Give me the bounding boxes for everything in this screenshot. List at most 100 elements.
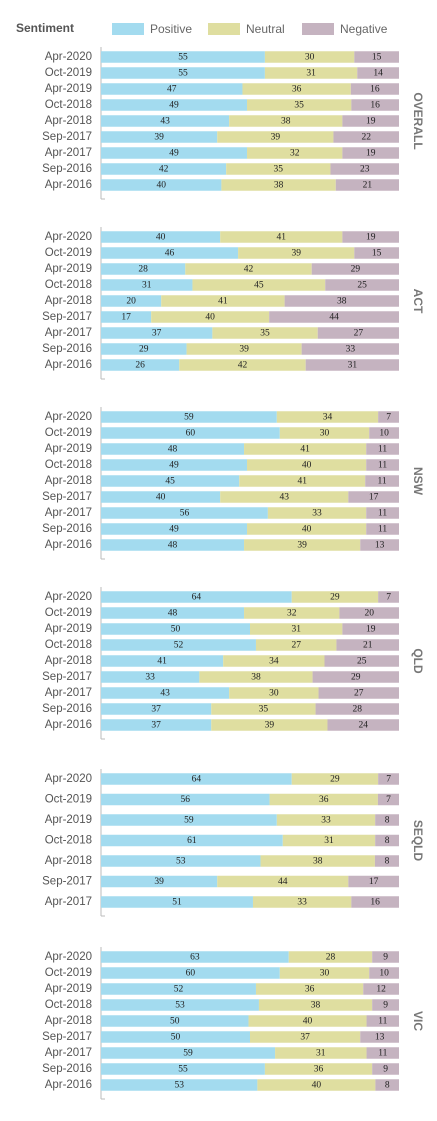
data-label: 33 <box>297 898 307 908</box>
bar-segment <box>333 131 399 143</box>
data-label: 23 <box>360 165 370 175</box>
data-label: 45 <box>254 281 264 291</box>
data-label: 50 <box>171 625 181 635</box>
bar-segment <box>101 131 218 143</box>
data-label: 21 <box>363 181 373 191</box>
data-label: 40 <box>156 233 166 243</box>
bar-segment <box>217 875 349 888</box>
data-label: 42 <box>244 265 254 275</box>
bar-segment <box>101 719 212 731</box>
data-label: 34 <box>269 657 279 667</box>
data-label: 59 <box>184 816 194 826</box>
data-label: 40 <box>205 313 215 323</box>
bar-segment <box>324 655 399 667</box>
y-tick-label: Sep-2017 <box>42 311 92 323</box>
bar-segment <box>354 247 399 259</box>
data-label: 10 <box>379 969 389 979</box>
data-label: 40 <box>312 1081 322 1091</box>
bar-segment <box>348 875 399 888</box>
data-label: 33 <box>346 345 356 355</box>
data-label: 53 <box>175 1001 185 1011</box>
data-label: 43 <box>160 117 170 127</box>
data-label: 8 <box>385 836 390 846</box>
data-label: 24 <box>358 721 368 731</box>
data-label: 46 <box>165 249 175 259</box>
bar-segment <box>101 443 245 455</box>
bar-segment <box>279 427 370 439</box>
data-label: 35 <box>294 101 304 111</box>
y-tick-label: Sep-2016 <box>42 703 92 715</box>
bar-segment <box>250 1031 361 1043</box>
data-label: 51 <box>172 898 182 908</box>
data-label: 17 <box>121 313 131 323</box>
bar-segment <box>101 1063 265 1075</box>
data-label: 56 <box>181 795 191 805</box>
data-label: 7 <box>386 413 391 423</box>
data-label: 39 <box>239 345 249 355</box>
bar-segment <box>269 793 378 806</box>
y-tick-label: Oct-2019 <box>45 427 92 439</box>
bar-segment <box>327 719 399 731</box>
data-label: 50 <box>171 1033 181 1043</box>
data-label: 8 <box>385 816 390 826</box>
bar-segment <box>220 491 349 503</box>
data-label: 44 <box>329 313 339 323</box>
y-tick-label: Oct-2018 <box>45 639 92 651</box>
bar-segment <box>317 327 399 339</box>
bar-segment <box>220 231 343 243</box>
bar-segment <box>378 591 399 603</box>
data-label: 52 <box>174 985 184 995</box>
data-label: 12 <box>376 985 386 995</box>
y-tick-label: Apr-2017 <box>45 147 92 159</box>
data-label: 16 <box>370 898 380 908</box>
data-label: 17 <box>369 493 379 503</box>
data-label: 7 <box>386 775 391 785</box>
bar-segment <box>360 1031 399 1043</box>
y-tick-label: Oct-2018 <box>45 99 92 111</box>
data-label: 33 <box>321 816 331 826</box>
data-label: 39 <box>297 541 307 551</box>
y-tick-label: Apr-2019 <box>45 983 92 995</box>
y-tick-label: Apr-2020 <box>45 591 92 603</box>
bar-segment <box>101 814 277 826</box>
bar-segment <box>101 793 270 806</box>
y-tick-label: Oct-2018 <box>45 279 92 291</box>
y-tick-label: Sep-2016 <box>42 163 92 175</box>
y-tick-label: Oct-2019 <box>45 967 92 979</box>
bar-segment <box>101 247 239 259</box>
data-label: 55 <box>178 53 188 63</box>
data-label: 29 <box>139 345 149 355</box>
data-label: 40 <box>302 525 312 535</box>
y-tick-label: Oct-2019 <box>45 607 92 619</box>
y-tick-label: Apr-2016 <box>45 539 92 551</box>
bar-segment <box>339 607 399 619</box>
bar-segment <box>101 951 289 963</box>
data-label: 29 <box>351 673 361 683</box>
y-tick-label: Apr-2017 <box>45 1047 92 1059</box>
y-tick-label: Apr-2016 <box>45 359 92 371</box>
data-label: 19 <box>366 117 376 127</box>
bar-segment <box>257 1079 376 1091</box>
data-label: 28 <box>138 265 148 275</box>
bar-segment <box>244 539 361 551</box>
y-tick-label: Apr-2020 <box>45 951 92 963</box>
bar-segment <box>101 1047 276 1059</box>
data-label: 53 <box>176 857 186 867</box>
data-label: 36 <box>305 985 315 995</box>
data-label: 14 <box>373 69 383 79</box>
bar-segment <box>372 1063 399 1075</box>
bar-segment <box>291 591 379 603</box>
data-label: 49 <box>169 525 179 535</box>
data-label: 27 <box>354 689 364 699</box>
bar-segment <box>101 491 221 503</box>
bar-segment <box>239 475 366 487</box>
facet-label: QLD <box>411 648 425 674</box>
data-label: 33 <box>312 509 322 519</box>
data-label: 47 <box>167 85 177 95</box>
bar-segment <box>267 507 367 519</box>
bar-segment <box>335 179 399 191</box>
bar-segment <box>217 131 334 143</box>
data-label: 9 <box>383 1065 388 1075</box>
bar-segment <box>185 263 312 275</box>
